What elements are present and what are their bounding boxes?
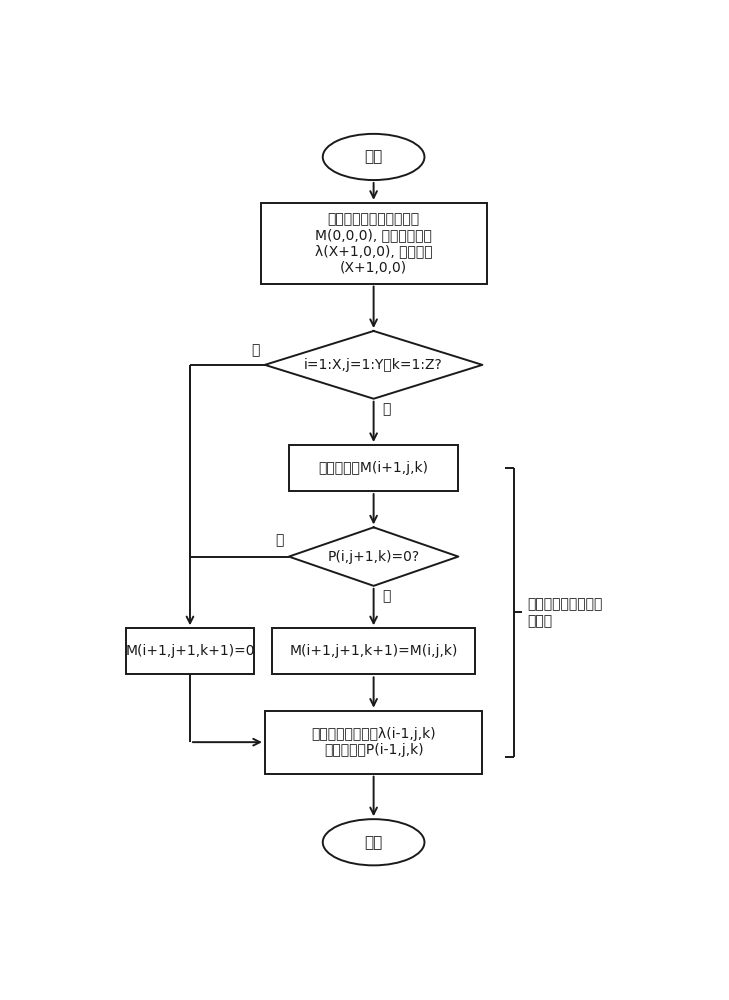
Text: 初始化：联合平均场分布
M(0,0,0), 拉格朗日算子
λ(X+1,0,0), 功率水平
(X+1,0,0): 初始化：联合平均场分布 M(0,0,0), 拉格朗日算子 λ(X+1,0,0),… bbox=[315, 212, 432, 274]
Text: 升级平均场M(i+1,j,k): 升级平均场M(i+1,j,k) bbox=[319, 461, 429, 475]
Text: 是: 是 bbox=[382, 590, 391, 604]
Text: 结束: 结束 bbox=[364, 835, 383, 850]
Text: P(i,j+1,k)=0?: P(i,j+1,k)=0? bbox=[327, 550, 420, 564]
Text: 否: 否 bbox=[251, 343, 260, 357]
Text: 迭代计算最佳功率控
制策略: 迭代计算最佳功率控 制策略 bbox=[527, 598, 603, 628]
Text: M(i+1,j+1,k+1)=0: M(i+1,j+1,k+1)=0 bbox=[125, 644, 254, 658]
Text: 开始: 开始 bbox=[364, 149, 383, 164]
Text: 是: 是 bbox=[382, 403, 391, 417]
Text: 否: 否 bbox=[275, 533, 283, 547]
Text: i=1:X,j=1:Y且k=1:Z?: i=1:X,j=1:Y且k=1:Z? bbox=[304, 358, 443, 372]
Text: 升级拉格朗日算子λ(i-1,j,k)
和功率水平P(i-1,j,k): 升级拉格朗日算子λ(i-1,j,k) 和功率水平P(i-1,j,k) bbox=[311, 727, 436, 757]
Text: M(i+1,j+1,k+1)=M(i,j,k): M(i+1,j+1,k+1)=M(i,j,k) bbox=[289, 644, 458, 658]
